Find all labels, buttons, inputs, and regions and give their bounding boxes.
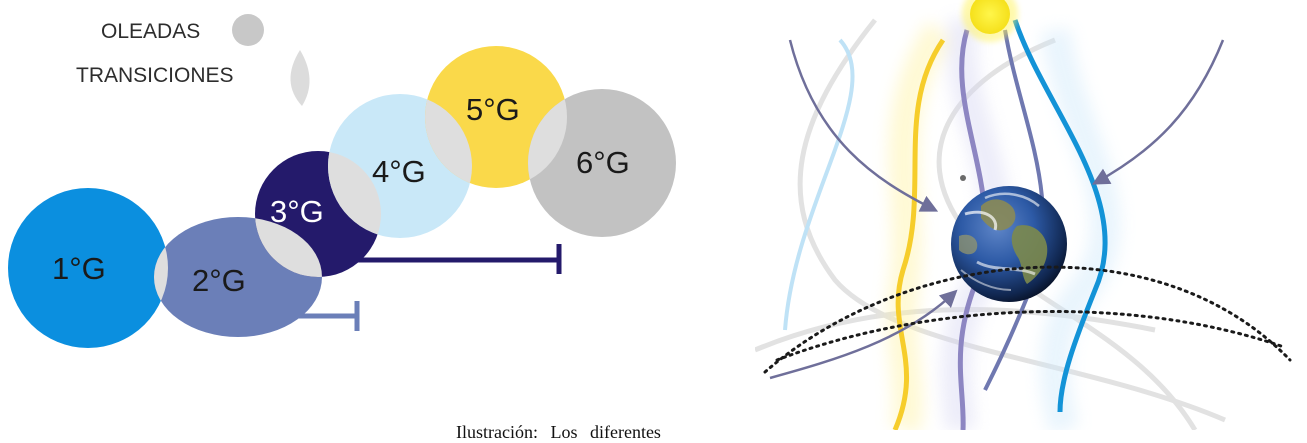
dotted-arcs [763, 265, 1292, 374]
generations-svg: OLEADAS TRANSICIONES [8, 14, 676, 348]
legend-oleadas-label: OLEADAS [101, 20, 200, 43]
arrow-icon [788, 39, 939, 212]
earth-globe-icon [951, 186, 1067, 302]
earth-svg [755, 0, 1292, 430]
generations-diagram: OLEADAS TRANSICIONES [8, 14, 676, 348]
generation-3-label: 3°G [270, 194, 324, 229]
generation-4-label: 4°G [372, 154, 426, 189]
generation-5-label: 5°G [466, 92, 520, 127]
legend-oleadas-swatch [232, 14, 264, 46]
sun-icon [970, 0, 1010, 34]
legend-transiciones-swatch [290, 50, 310, 106]
transition-3-4 [328, 151, 381, 238]
earth-illustration [755, 0, 1307, 430]
generation-2-label: 2°G [192, 263, 246, 298]
trail-yellow [892, 38, 946, 430]
moon-dot [960, 175, 966, 181]
arrow-icon [1091, 39, 1225, 185]
arrow-icon [769, 289, 958, 380]
legend-transiciones-label: TRANSICIONES [76, 64, 234, 87]
generation-6-label: 6°G [576, 145, 630, 180]
trail-light-blue [783, 38, 855, 331]
arrows [769, 39, 1225, 380]
generation-1-circle [8, 188, 168, 348]
bracket-long [356, 244, 562, 274]
trail-blue [1012, 19, 1108, 413]
transition-5-6 [528, 89, 567, 188]
transition-2-3 [255, 217, 322, 277]
transition-4-5 [425, 94, 472, 188]
generation-1-label: 1°G [52, 251, 106, 286]
figure-caption: Ilustración: Los diferentes [456, 422, 661, 442]
